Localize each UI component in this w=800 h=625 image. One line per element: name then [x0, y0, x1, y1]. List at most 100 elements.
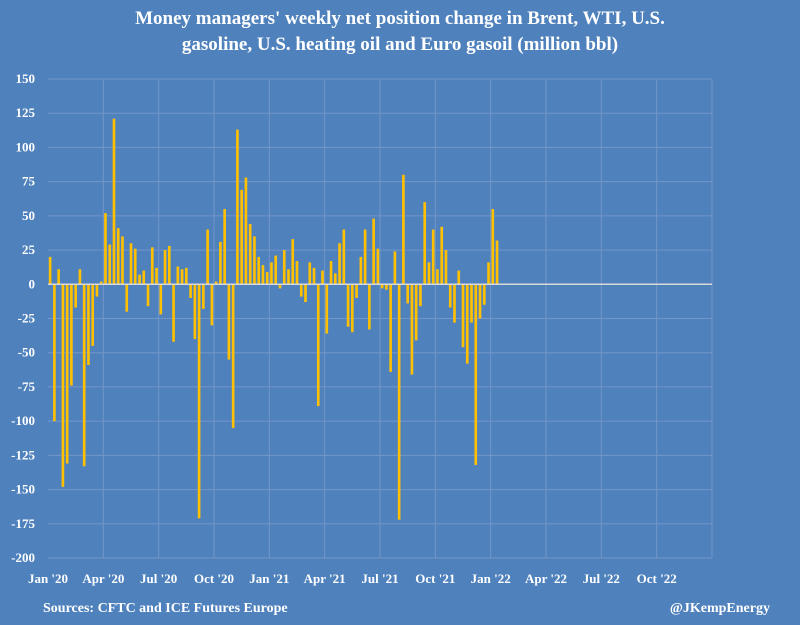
x-tick-label: Jan '20	[28, 571, 68, 586]
bar	[142, 270, 146, 285]
bar	[214, 281, 218, 285]
bar	[372, 218, 375, 285]
y-tick-label: -125	[11, 447, 35, 462]
bar	[316, 284, 320, 407]
bar	[104, 213, 107, 285]
bar	[495, 240, 499, 285]
bar	[453, 284, 456, 323]
bar	[57, 269, 60, 285]
bar	[70, 284, 73, 386]
bar	[129, 243, 133, 285]
chart-title-line2: gasoline, U.S. heating oil and Euro gaso…	[181, 34, 619, 55]
bar	[112, 118, 116, 285]
bar	[95, 284, 99, 297]
bar	[227, 284, 231, 360]
y-tick-label: 150	[16, 71, 36, 86]
x-tick-label: Jul '22	[583, 571, 620, 586]
bar	[287, 269, 290, 285]
bar	[150, 247, 154, 285]
bar	[385, 284, 388, 290]
bar	[172, 284, 175, 342]
bar	[278, 284, 282, 289]
bar	[163, 250, 167, 285]
bar	[368, 284, 371, 330]
bar	[291, 239, 295, 285]
bar	[444, 250, 448, 285]
bar	[342, 229, 346, 285]
y-tick-label: 0	[29, 276, 36, 291]
gridlines	[48, 78, 713, 559]
bar	[202, 284, 205, 309]
bar	[410, 284, 414, 375]
bar	[448, 284, 452, 308]
y-tick-label: -100	[11, 413, 35, 428]
bar	[312, 267, 316, 285]
bar	[431, 229, 435, 285]
bar	[133, 248, 137, 285]
bar	[167, 245, 171, 285]
bar	[82, 284, 86, 467]
x-tick-label: Jan '22	[471, 571, 511, 586]
bar	[197, 284, 201, 519]
bar	[91, 284, 95, 346]
bar	[321, 270, 324, 285]
x-tick-label: Apr '20	[82, 571, 124, 586]
author-credit: @JKempEnergy	[669, 601, 770, 616]
bar	[304, 284, 307, 303]
bars	[48, 118, 499, 520]
bar	[380, 284, 384, 289]
bar	[474, 284, 478, 465]
chart-title-line1: Money managers' weekly net position chan…	[135, 8, 665, 29]
y-tick-label: -25	[18, 311, 36, 326]
bar	[389, 284, 392, 372]
bar	[219, 241, 222, 285]
bar	[270, 262, 273, 285]
bar	[274, 255, 278, 285]
x-tick-label: Apr '21	[304, 571, 346, 586]
bar	[333, 273, 337, 285]
bar	[436, 269, 439, 285]
bar	[116, 228, 120, 285]
bar	[99, 281, 103, 285]
bar	[376, 248, 380, 285]
bar	[295, 261, 299, 285]
bar	[236, 129, 239, 285]
bar	[325, 284, 329, 334]
x-tick-label: Apr '22	[525, 571, 567, 586]
bar	[461, 284, 465, 348]
bar	[329, 261, 333, 285]
bar	[193, 284, 197, 340]
bar	[146, 284, 150, 307]
bar	[65, 284, 69, 464]
bar	[261, 265, 265, 285]
bar	[363, 229, 367, 285]
bar	[240, 189, 243, 285]
bar	[351, 284, 354, 333]
bar	[74, 284, 77, 308]
bar	[53, 284, 56, 422]
bar	[299, 284, 303, 297]
bar	[189, 284, 192, 298]
bar	[491, 209, 495, 285]
y-tick-label: 125	[16, 105, 36, 120]
bar	[185, 267, 188, 285]
y-tick-label: -75	[18, 379, 36, 394]
bar	[125, 284, 129, 312]
bar	[414, 284, 418, 341]
bar	[155, 267, 158, 285]
bar	[359, 256, 363, 285]
bar	[121, 236, 124, 285]
bar	[338, 243, 341, 285]
x-tick-label: Jul '20	[140, 571, 177, 586]
bar	[478, 284, 482, 319]
bar	[397, 284, 401, 520]
bar	[346, 284, 350, 327]
x-tick-label: Jul '21	[361, 571, 398, 586]
bar	[265, 271, 269, 285]
bar	[406, 284, 409, 304]
x-tick-label: Jan '21	[249, 571, 289, 586]
x-tick-label: Oct '20	[194, 571, 234, 586]
bar	[308, 262, 312, 285]
y-tick-label: -150	[11, 482, 35, 497]
